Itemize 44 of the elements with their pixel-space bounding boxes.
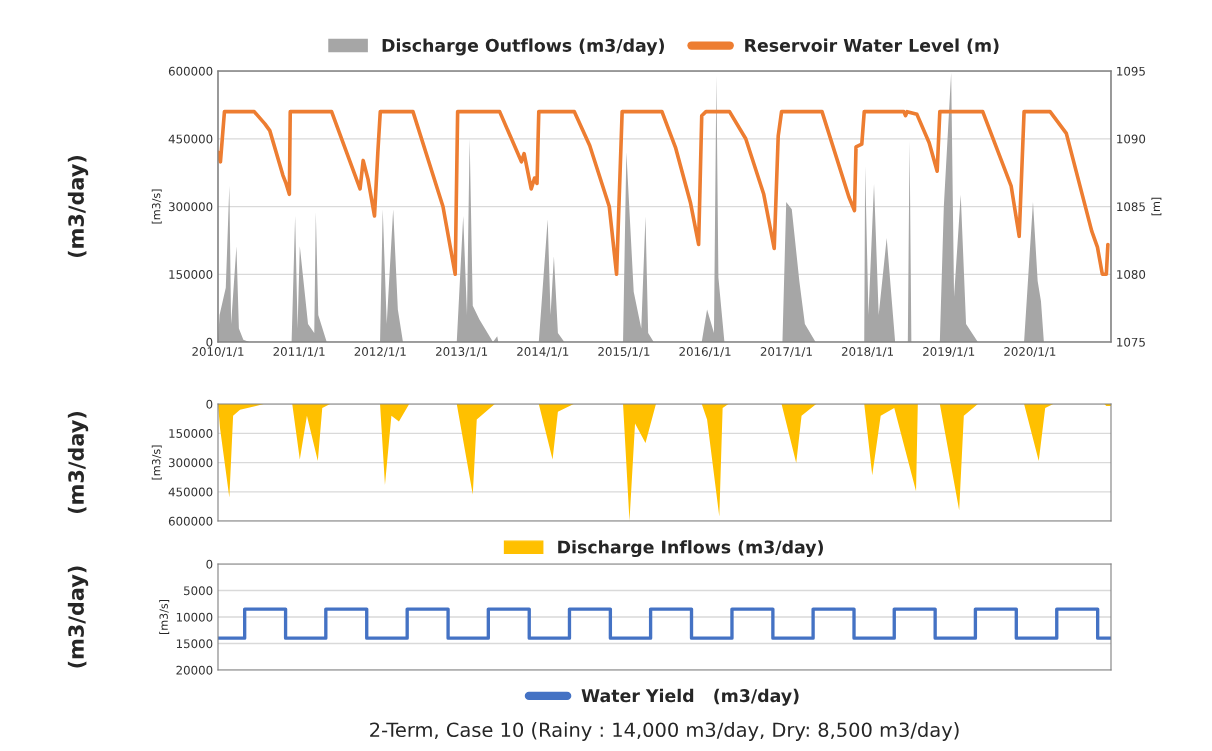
legend-label: Water Yield (m3/day) (581, 688, 799, 706)
x-tick-label: 2020/1/1 (1004, 347, 1056, 357)
y2-tick-label: 1095 (1117, 66, 1145, 76)
y-tick-label: 0 (206, 399, 213, 409)
y-tick-label: 10000 (176, 612, 213, 622)
y-tick-label: 0 (206, 337, 213, 347)
x-tick-label: 2011/1/1 (273, 347, 325, 357)
x-tick-label: 2019/1/1 (923, 347, 975, 357)
y-tick-label: 300000 (168, 458, 213, 468)
y2-tick-label: 1075 (1117, 337, 1145, 347)
y2-tick-label: 1080 (1117, 269, 1146, 279)
x-tick-label: 2012/1/1 (354, 347, 406, 357)
x-tick-label: 2017/1/1 (760, 347, 812, 357)
y-tick-label: 5000 (184, 586, 213, 596)
x-tick-label: 2018/1/1 (841, 347, 893, 357)
y-tick-label: 300000 (168, 202, 213, 212)
x-tick-label: 2016/1/1 (679, 347, 731, 357)
y-tick-label: 600000 (168, 516, 213, 526)
text: (m3/day) (67, 566, 89, 668)
text: 2-Term, Case 10 (Rainy : 14,000 m3/day, Dry: 8,500 m3/day) (370, 722, 959, 741)
legend-label: Discharge Outflows (m3/day) (382, 38, 664, 56)
y2-tick-label: 1090 (1117, 134, 1146, 144)
y-tick-label: 20000 (176, 665, 213, 675)
y2-axis-title: [m] (1151, 197, 1162, 216)
legend-label: Reservoir Water Level (m) (745, 38, 999, 54)
y-tick-label: 450000 (168, 487, 213, 497)
y-tick-label: 0 (206, 559, 213, 569)
text: (m3/day) (67, 411, 89, 514)
x-tick-label: 2010/1/1 (192, 347, 244, 357)
y2-tick-label: 1085 (1117, 202, 1145, 212)
y-tick-label: 600000 (168, 66, 213, 76)
legend-label: Discharge Inflows (m3/day) (558, 540, 823, 558)
x-tick-label: 2013/1/1 (436, 347, 488, 357)
y-axis-title: [m3/s] (159, 599, 170, 635)
y-tick-label: 450000 (168, 134, 213, 144)
y-axis-title: [m3/s] (151, 445, 162, 480)
y-tick-label: 15000 (176, 639, 213, 649)
x-tick-label: 2014/1/1 (517, 347, 569, 357)
x-tick-label: 2015/1/1 (598, 347, 650, 357)
line-series (218, 109, 1110, 277)
y-tick-label: 150000 (169, 269, 213, 279)
y-axis-title: [m3/s] (151, 189, 162, 224)
y-tick-label: 150000 (169, 428, 213, 438)
text: (m3/day) (67, 155, 89, 258)
